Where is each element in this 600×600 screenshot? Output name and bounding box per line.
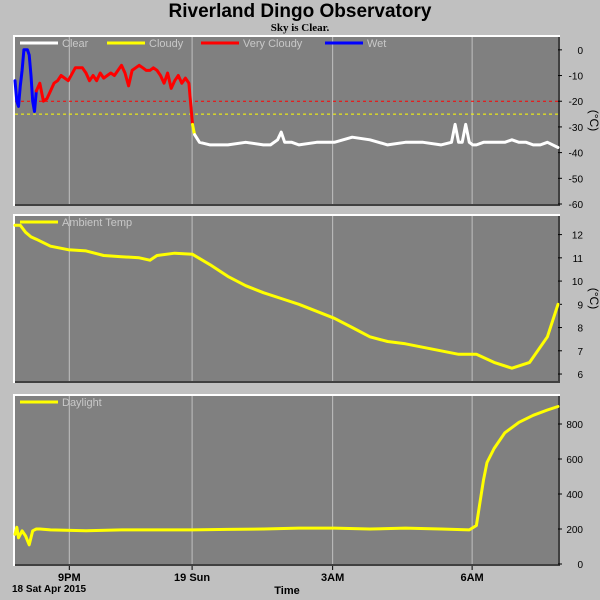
chart-ambient: 6 7 8 9 10 11 12 (°C) Ambient Temp: [13, 214, 600, 383]
series-ambient-temp: [13, 223, 560, 370]
legend-label: Cloudy: [149, 38, 184, 50]
legend-label: Daylight: [62, 397, 102, 409]
series-wet: [13, 48, 38, 113]
y-tick-label: 9: [577, 300, 583, 311]
series-daylight: [13, 405, 560, 547]
legend-label: Ambient Temp: [62, 217, 132, 229]
legend-label: Clear: [62, 38, 89, 50]
x-tick-label: 19 Sun: [174, 572, 210, 584]
series-clear: [193, 122, 560, 149]
y-tick-label: -30: [569, 123, 584, 134]
y-tick-label: -60: [569, 200, 584, 211]
chart-sky: 0 -10 -20 -30 -40 -50 -60 (°C) Clear Cloudy Very C…: [13, 35, 600, 211]
y-tick-label: -40: [569, 149, 584, 160]
y-tick-label: -20: [569, 97, 584, 108]
y-tick-label: 600: [566, 455, 583, 466]
y-tick-label: 800: [566, 420, 583, 431]
x-axis-label: Time: [274, 585, 299, 597]
y-tick-label: 6: [577, 370, 583, 381]
x-tick-label: 9PM: [58, 572, 81, 584]
y-axis-label: (°C): [587, 288, 600, 309]
y-tick-label: 8: [577, 324, 583, 335]
y-tick-label: 12: [572, 231, 584, 242]
legend-label: Very Cloudy: [243, 38, 303, 50]
y-tick-label: 200: [566, 525, 583, 536]
y-tick-label: 0: [577, 560, 583, 571]
y-tick-label: 10: [572, 277, 584, 288]
y-tick-label: 7: [577, 347, 583, 358]
x-tick-label: 6AM: [460, 572, 483, 584]
footer-date: 18 Sat Apr 2015: [12, 584, 87, 595]
panel-background: [15, 216, 558, 381]
y-tick-label: 0: [577, 46, 583, 57]
series-cloudy: [191, 122, 197, 137]
x-tick-label: 3AM: [321, 572, 344, 584]
y-tick-label: -50: [569, 174, 584, 185]
panel-background: [15, 396, 558, 564]
y-tick-label: 400: [566, 490, 583, 501]
y-axis-label: (°C): [587, 110, 600, 131]
y-tick-label: 11: [573, 254, 584, 265]
chart-daylight: 0 200 400 600 800 Daylight 9PM 19 Sun 3AM 6AM Time: [13, 394, 583, 597]
series-very-cloudy: [34, 63, 194, 126]
page-title: Riverland Dingo Observatory: [168, 1, 432, 22]
y-tick-label: -10: [569, 72, 584, 83]
legend-label: Wet: [367, 38, 386, 50]
page-subtitle: Sky is Clear.: [270, 22, 330, 34]
panel-background: [15, 37, 558, 204]
